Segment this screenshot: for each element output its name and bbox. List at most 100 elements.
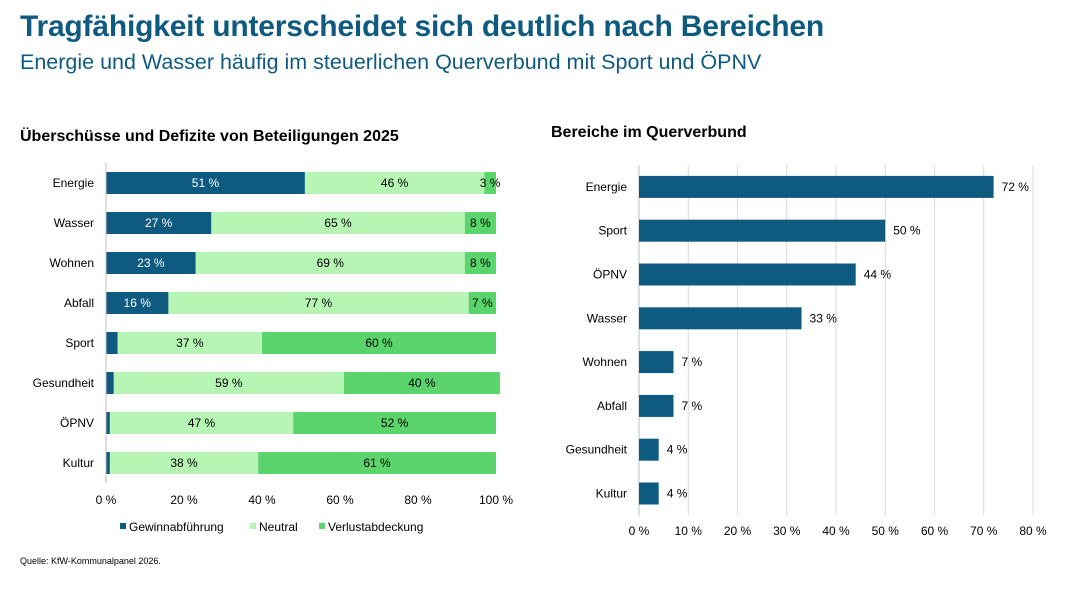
legend-swatch [250, 523, 256, 529]
data-label: 27 % [145, 216, 173, 230]
data-label: 16 % [124, 296, 152, 310]
legend-swatch [319, 523, 325, 529]
category-label: Energie [586, 180, 628, 194]
data-label: 59 % [215, 376, 243, 390]
data-label: 8 % [470, 216, 491, 230]
bar-segment [106, 252, 196, 274]
x-tick-label: 20 % [170, 493, 198, 507]
page-title: Tragfähigkeit unterscheidet sich deutlic… [20, 10, 825, 43]
bar-segment [106, 332, 118, 354]
category-label: Energie [53, 176, 95, 190]
category-label: Wasser [54, 216, 94, 230]
x-tick-label: 70 % [970, 524, 998, 538]
data-label: 7 % [472, 296, 493, 310]
bar-segment [195, 252, 465, 274]
bar-segment [168, 292, 469, 314]
bar-segment [211, 212, 465, 234]
category-label: Kultur [63, 456, 94, 470]
data-label: 23 % [137, 256, 165, 270]
bar-segment [106, 212, 212, 234]
x-tick-label: 80 % [404, 493, 432, 507]
data-label: 61 % [363, 456, 391, 470]
category-label: Wohnen [50, 256, 94, 270]
x-tick-label: 60 % [921, 524, 949, 538]
category-label: Wohnen [583, 355, 627, 369]
legend-label: Verlustabdeckung [328, 520, 423, 534]
bar-segment [304, 172, 485, 194]
bar-segment [468, 292, 496, 314]
data-label: 40 % [408, 376, 436, 390]
data-label: 38 % [170, 456, 198, 470]
bar-segment [106, 412, 110, 434]
stacked-bar-chart: Energie 51 % 46 % 3 % Wasser 27 % 65 % 8 % Wohne… [33, 163, 513, 534]
data-label: 77 % [305, 296, 333, 310]
bar-segment [106, 372, 114, 394]
x-tick-label: 20 % [724, 524, 752, 538]
bar-segment [109, 412, 294, 434]
category-label: ÖPNV [593, 268, 627, 282]
bar-segment [262, 332, 496, 354]
category-label: ÖPNV [60, 416, 94, 430]
bar-segment [117, 332, 262, 354]
bar-segment [464, 252, 496, 274]
data-label: 46 % [381, 176, 409, 190]
data-label: 72 % [1002, 180, 1030, 194]
bar-segment [106, 172, 305, 194]
querverbund-bar-chart: 0 % 10 % 20 % 30 % 40 % 50 % 60 % 70 % 80 % Energ… [566, 165, 1047, 538]
data-label: 4 % [667, 487, 688, 501]
bar [639, 219, 886, 242]
legend-swatch [120, 523, 126, 529]
left-chart-title: Überschüsse und Defizite von Beteiligung… [20, 128, 399, 145]
data-label: 52 % [381, 416, 409, 430]
data-label: 60 % [365, 336, 393, 350]
source-note: Quelle: KfW-Kommunalpanel 2026. [20, 556, 161, 566]
data-label: 3 % [480, 176, 501, 190]
category-label: Sport [65, 336, 94, 350]
bar [639, 351, 674, 374]
right-chart-title: Bereiche im Querverbund [551, 124, 747, 141]
data-label: 4 % [667, 443, 688, 457]
category-label: Kultur [596, 487, 627, 501]
bar [639, 482, 659, 505]
bar-segment [109, 452, 259, 474]
bar-segment [464, 212, 496, 234]
x-tick-label: 80 % [1019, 524, 1047, 538]
bar-segment [293, 412, 496, 434]
x-tick-label: 10 % [675, 524, 703, 538]
data-label: 69 % [317, 256, 345, 270]
x-tick-label: 0 % [96, 493, 117, 507]
bar [639, 394, 674, 417]
bar-segment [484, 172, 496, 194]
bar [639, 438, 659, 461]
x-tick-label: 30 % [773, 524, 801, 538]
bar-segment [106, 292, 169, 314]
data-label: 8 % [470, 256, 491, 270]
category-label: Abfall [64, 296, 94, 310]
data-label: 51 % [192, 176, 220, 190]
bar-segment [113, 372, 344, 394]
bar [639, 263, 856, 286]
category-label: Abfall [597, 399, 627, 413]
legend-label: Gewinnabführung [129, 520, 224, 534]
data-label: 7 % [681, 399, 702, 413]
bar-segment [343, 372, 500, 394]
legend-label: Neutral [259, 520, 298, 534]
x-tick-label: 60 % [326, 493, 354, 507]
x-tick-label: 100 % [479, 493, 513, 507]
data-label: 7 % [681, 355, 702, 369]
x-tick-label: 40 % [248, 493, 276, 507]
category-label: Wasser [587, 311, 627, 325]
x-tick-label: 50 % [872, 524, 900, 538]
data-label: 65 % [324, 216, 352, 230]
data-label: 44 % [864, 268, 892, 282]
data-label: 50 % [893, 224, 921, 238]
page-subtitle: Energie und Wasser häufig im steuerliche… [20, 50, 762, 74]
bar-segment [258, 452, 496, 474]
category-label: Sport [598, 224, 627, 238]
bar-segment [106, 452, 110, 474]
bar [639, 307, 802, 330]
bar [639, 175, 994, 198]
data-label: 33 % [810, 311, 838, 325]
category-label: Gesundheit [566, 443, 628, 457]
